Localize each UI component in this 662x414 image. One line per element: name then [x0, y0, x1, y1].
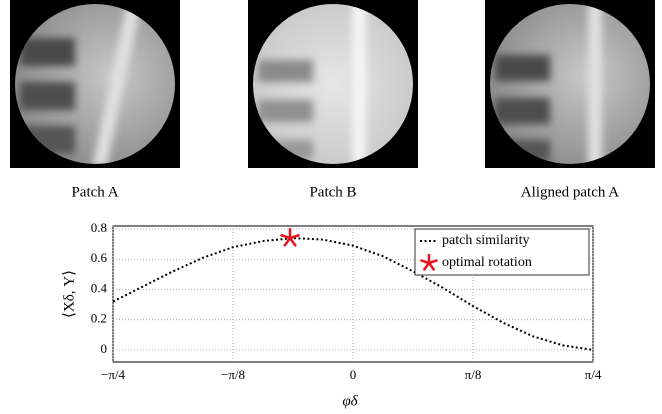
- caption: Patch A: [71, 184, 118, 200]
- x-tick-label: π/4: [585, 367, 602, 382]
- y-tick-label: 0.6: [91, 250, 108, 265]
- y-tick-label: 0.8: [91, 220, 107, 235]
- x-tick-label: π/8: [465, 367, 482, 382]
- x-tick-label: 0: [350, 367, 357, 382]
- y-tick-label: 0: [101, 341, 108, 356]
- patch-a-image: [10, 0, 180, 168]
- legend-marker: [420, 254, 438, 272]
- legend-label: patch similarity: [442, 233, 529, 248]
- optimal-marker: [280, 228, 300, 247]
- y-tick-label: 0.4: [91, 280, 108, 295]
- caption: Patch B: [309, 184, 356, 200]
- y-tick-label: 0.2: [91, 311, 107, 326]
- patch-b-image: [248, 0, 418, 168]
- legend-label: optimal rotation: [442, 255, 532, 270]
- x-tick-label: −π/8: [221, 367, 245, 382]
- x-tick-label: −π/4: [101, 367, 126, 382]
- caption: Aligned patch A: [521, 184, 619, 200]
- legend-box: [414, 228, 590, 276]
- x-axis-label: φδ: [342, 393, 358, 409]
- y-axis-label: ⟨Xδ, Y⟩: [61, 270, 77, 318]
- similarity-line: [112, 237, 594, 351]
- aligned-patch-image: [485, 0, 655, 168]
